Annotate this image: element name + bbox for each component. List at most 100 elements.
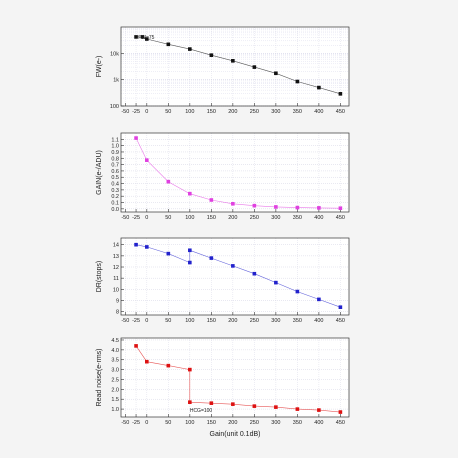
x-tick-label: 400 [314, 215, 323, 221]
data-point [166, 42, 171, 47]
x-tick-label: 0 [145, 215, 148, 221]
data-point [145, 245, 149, 249]
annotation-label: FW=75 [138, 35, 154, 41]
annotation-label: HCG=100 [190, 408, 213, 414]
x-tick-label: 200 [228, 318, 237, 324]
x-tick-label: 100 [185, 420, 194, 426]
x-tick-label: 150 [207, 215, 216, 221]
y-tick-label: 12 [113, 265, 119, 271]
x-tick-label: -25 [132, 215, 140, 221]
x-axis-label: Gain(unit 0.1dB) [210, 431, 261, 438]
x-tick-label: 150 [207, 318, 216, 324]
data-point [338, 92, 343, 96]
x-tick-label: -50 [121, 420, 129, 426]
y-tick-label: 3.0 [111, 368, 119, 374]
data-point [188, 47, 192, 51]
y-tick-label: 13 [113, 254, 119, 260]
x-tick-label: -50 [121, 215, 129, 221]
data-point [231, 59, 235, 63]
plot-area [121, 133, 349, 212]
y-tick-label: 1k [113, 78, 119, 84]
y-tick-label: 0.7 [111, 163, 119, 169]
data-point [274, 205, 278, 209]
data-point [188, 248, 192, 253]
data-point [252, 271, 257, 276]
data-point [274, 280, 278, 285]
data-point [274, 405, 278, 409]
data-point [209, 401, 214, 405]
data-point [295, 407, 300, 411]
data-point [317, 206, 321, 210]
y-tick-label: 8 [116, 310, 119, 316]
x-tick-label: 250 [250, 109, 259, 115]
y-tick-label: 4.0 [111, 348, 119, 354]
plot-frame [120, 337, 350, 418]
x-tick-label: 50 [165, 215, 171, 221]
y-axis-label: DR(stops) [96, 261, 103, 293]
x-tick-label: 150 [207, 109, 216, 115]
y-tick-label: 1.0 [111, 407, 119, 413]
y-tick-label: 1.5 [111, 397, 119, 403]
data-point [252, 404, 257, 408]
plot-area [121, 27, 349, 106]
data-point [209, 256, 214, 260]
y-tick-label: 100 [110, 104, 119, 110]
x-tick-label: 300 [271, 215, 280, 221]
y-tick-label: 14 [113, 243, 119, 249]
x-tick-label: 200 [228, 109, 237, 115]
x-tick-label: 350 [293, 318, 302, 324]
data-point [317, 297, 321, 302]
data-point [145, 359, 149, 364]
plot-frame [120, 237, 350, 316]
y-tick-label: 10 [113, 287, 119, 293]
x-tick-label: 350 [293, 420, 302, 426]
x-tick-label: 50 [165, 109, 171, 115]
x-tick-label: 300 [271, 420, 280, 426]
y-tick-label: 9 [116, 298, 119, 304]
y-tick-label: 0.1 [111, 201, 119, 207]
data-point [134, 242, 138, 247]
plot-area [121, 338, 349, 417]
x-tick-label: 350 [293, 215, 302, 221]
y-tick-label: 0.8 [111, 156, 119, 162]
data-point [166, 179, 171, 184]
x-tick-label: -25 [132, 109, 140, 115]
y-tick-label: 0.2 [111, 194, 119, 200]
y-axis-label: FW(e-) [96, 56, 103, 78]
data-point [134, 35, 138, 39]
x-tick-label: 50 [165, 318, 171, 324]
x-tick-label: 200 [228, 420, 237, 426]
y-tick-label: 1.0 [111, 144, 119, 150]
y-tick-label: 0.9 [111, 150, 119, 156]
data-point [209, 53, 214, 57]
x-tick-label: 100 [185, 215, 194, 221]
data-point [231, 402, 235, 406]
x-tick-label: -50 [121, 109, 129, 115]
data-point [295, 79, 300, 84]
x-tick-label: 300 [271, 109, 280, 115]
y-tick-label: 2.5 [111, 377, 119, 383]
data-point [295, 205, 300, 210]
data-point [188, 367, 192, 372]
data-point [274, 71, 278, 76]
y-tick-label: 0.0 [111, 207, 119, 213]
y-axis-label: Read noise(e-rms) [96, 349, 103, 407]
y-tick-label: 4.5 [111, 338, 119, 344]
data-point [338, 410, 343, 414]
x-tick-label: 0 [145, 318, 148, 324]
x-tick-label: 0 [145, 109, 148, 115]
data-point [188, 400, 192, 404]
y-tick-label: 0.3 [111, 188, 119, 194]
x-tick-label: -50 [121, 318, 129, 324]
x-tick-label: 250 [250, 318, 259, 324]
x-tick-label: 100 [185, 109, 194, 115]
data-point [317, 85, 321, 90]
data-point [166, 251, 171, 256]
y-axis-label: GAIN(e-/ADU) [96, 150, 103, 195]
y-tick-label: 2.0 [111, 387, 119, 393]
data-point [166, 363, 171, 368]
y-tick-label: 0.6 [111, 169, 119, 175]
x-tick-label: 400 [314, 318, 323, 324]
